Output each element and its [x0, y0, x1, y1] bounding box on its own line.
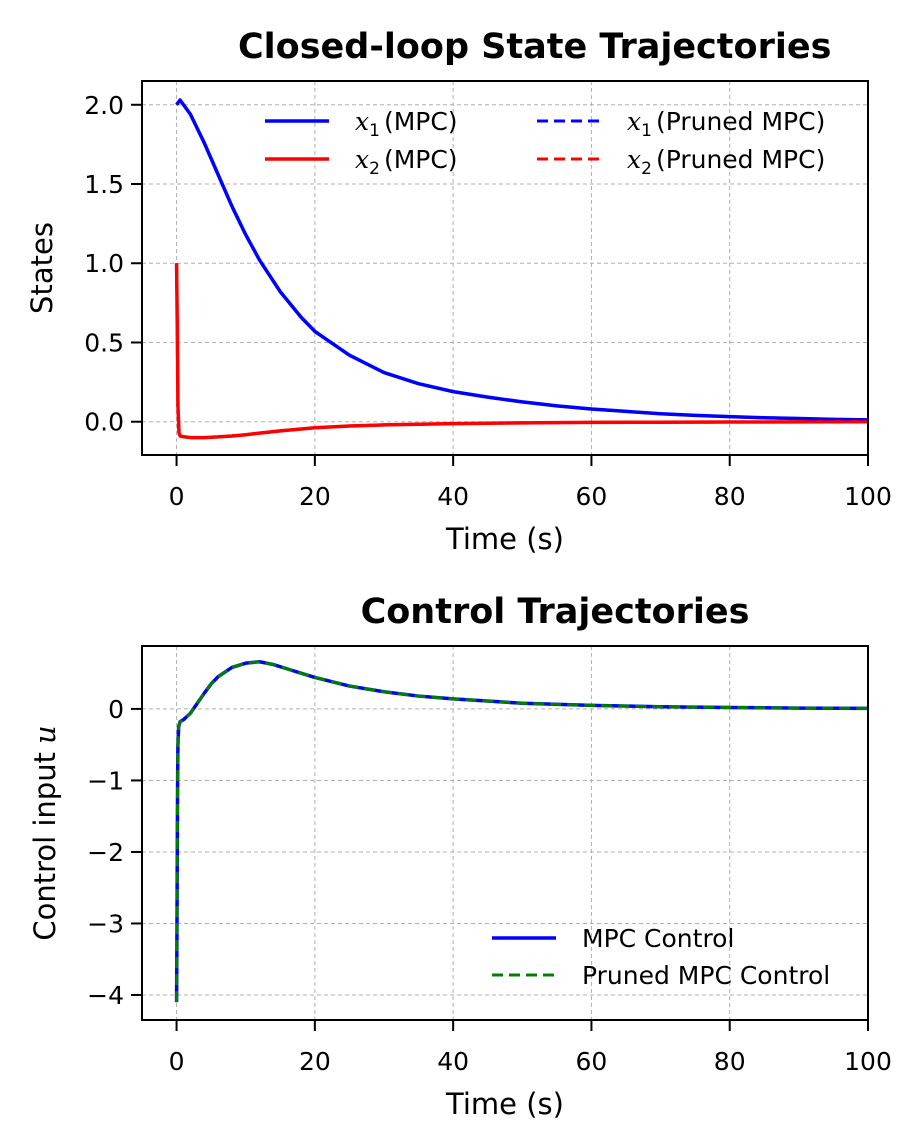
- series-line-x1-pruned-mpc: [175, 98, 868, 422]
- legend-entry-label: MPC Control: [582, 924, 734, 953]
- x-axis-label: Time (s): [445, 1087, 564, 1121]
- series-line-x2-pruned-mpc: [175, 263, 868, 440]
- plot-frame: [141, 80, 869, 456]
- x-tick-label: 60: [576, 1047, 608, 1076]
- x-tick-label: 80: [714, 482, 746, 511]
- series-line-mpc-control: [174, 659, 868, 1003]
- x-tick-label: 0: [169, 1047, 185, 1076]
- x-tick-label: 40: [437, 1047, 469, 1076]
- legend-entry-label: x2 (MPC): [355, 145, 458, 179]
- x-tick-label: 100: [844, 482, 892, 511]
- x-tick-label: 60: [576, 482, 608, 511]
- x-tick-label: 0: [169, 482, 185, 511]
- y-tick-label: 1.0: [84, 249, 124, 278]
- y-axis-label: States: [25, 222, 59, 314]
- y-tick-label: 1.5: [84, 170, 124, 199]
- y-tick-label: 0.5: [84, 328, 124, 357]
- plot-frame: [141, 645, 869, 1021]
- x-tick-label: 100: [844, 1047, 892, 1076]
- legend: x1 (MPC) x2 (MPC) x1 (Pruned MPC) x2 (Pruned MP…: [265, 107, 825, 179]
- legend: MPC Control Pruned MPC Control: [492, 924, 830, 990]
- y-axis-label: Control inputu: [28, 725, 62, 940]
- legend-entry-label: Pruned MPC Control: [582, 961, 830, 990]
- control-trajectories-chart: 0 20 40 60 80 100 −4 −3 −2 −1 0 Control Trajectorie…: [28, 592, 892, 1121]
- x-tick-label: 80: [714, 1047, 746, 1076]
- legend-entry-label: x2 (Pruned MPC): [627, 145, 825, 179]
- y-tick-label: −2: [87, 838, 124, 867]
- y-tick-label: 0: [108, 695, 124, 724]
- legend-entry-label: x1 (MPC): [355, 107, 458, 141]
- x-tick-label: 20: [299, 1047, 331, 1076]
- x-axis-label: Time (s): [445, 522, 564, 556]
- y-tick-label: 2.0: [84, 91, 124, 120]
- y-tick-label: 0.0: [84, 408, 124, 437]
- series-line-pruned-mpc-control: [175, 660, 868, 1003]
- y-tick-label: −4: [87, 981, 124, 1010]
- legend-entry-label: x1 (Pruned MPC): [627, 107, 825, 141]
- chart-title: Control Trajectories: [361, 592, 750, 632]
- y-tick-label: −3: [87, 909, 124, 938]
- chart-title: Closed-loop State Trajectories: [238, 27, 831, 67]
- x-tick-label: 20: [299, 482, 331, 511]
- x-tick-label: 40: [437, 482, 469, 511]
- state-trajectories-chart: 0 20 40 60 80 100 0.0 0.5 1.0 1.5 2.0 Closed-loop S…: [25, 27, 892, 556]
- y-tick-label: −1: [87, 766, 124, 795]
